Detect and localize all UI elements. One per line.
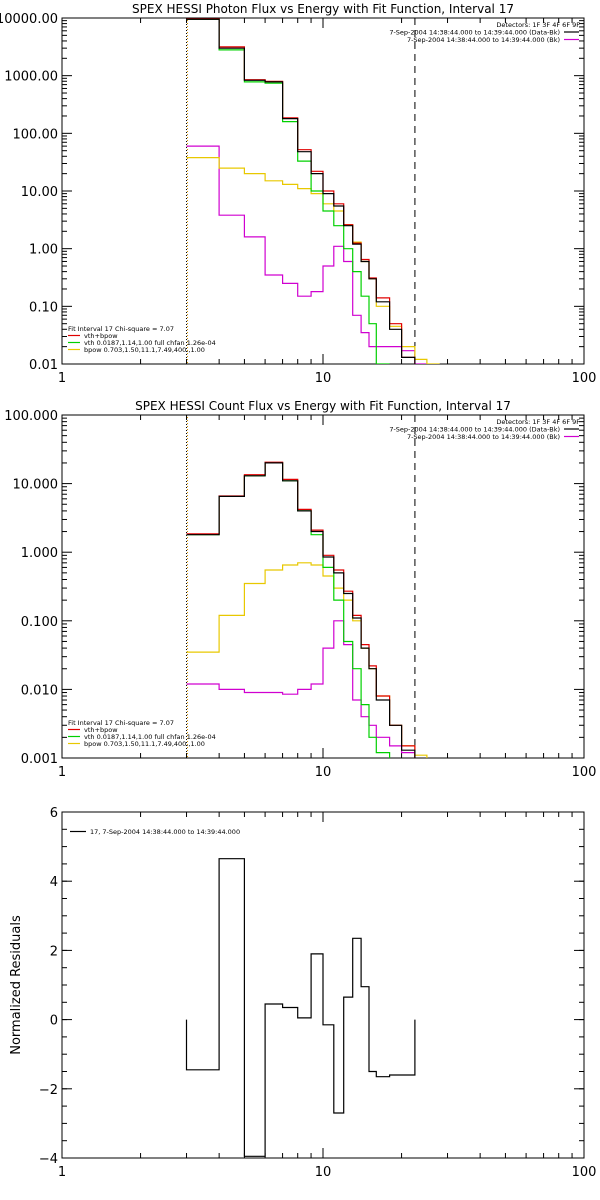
y-tick-label: 2	[50, 944, 58, 959]
x-tick-label: 100	[572, 765, 597, 780]
y-tick-label: −2	[39, 1083, 58, 1098]
header-line: 7-Sep-2004 14:38:44.000 to 14:39:44.000 …	[407, 36, 560, 44]
header-line: 7-Sep-2004 14:38:44.000 to 14:39:44.000 …	[407, 433, 560, 441]
y-tick-label: 1.00	[29, 243, 58, 258]
x-tick-label: 10	[315, 765, 332, 780]
legend-entry: Fit Interval 17 Chi-square = 7.07	[68, 719, 174, 727]
y-tick-label: 0.100	[21, 615, 58, 630]
y-tick-label: 0	[50, 1014, 58, 1029]
legend-entry: vth+bpow	[84, 726, 118, 734]
header-line: 7-Sep-2004 14:38:44.000 to 14:39:44.000 …	[389, 426, 560, 434]
x-tick-label: 10	[315, 1165, 332, 1180]
legend-entry: 17, 7-Sep-2004 14:38:44.000 to 14:39:44.…	[90, 828, 240, 836]
series-vth-histogram	[186, 18, 390, 364]
x-tick-label: 10	[315, 371, 332, 386]
header-line: 7-Sep-2004 14:38:44.000 to 14:39:44.000 …	[389, 29, 560, 37]
y-tick-label: 10.000	[13, 478, 59, 493]
y-tick-label: 10000.00	[0, 12, 58, 27]
y-tick-label: 4	[50, 875, 58, 890]
y-tick-label: −4	[39, 1152, 58, 1167]
y-tick-label: 100.00	[13, 127, 59, 142]
series-data-histogram	[186, 462, 416, 758]
series-data-histogram	[186, 18, 416, 364]
legend-entry: vth 0.0187,1.14,1.00 full chfan 1.26e-04	[84, 339, 216, 347]
y-tick-label: 0.01	[29, 358, 58, 373]
x-tick-label: 1	[58, 765, 66, 780]
header-line: Detectors: 1F 3F 4F 6F 9F	[496, 418, 580, 426]
y-tick-label: 1.000	[21, 546, 58, 561]
y-tick-label: 0.001	[21, 752, 58, 767]
y-tick-label: 100.000	[4, 409, 58, 424]
series-vth-histogram	[186, 462, 391, 758]
series-total-histogram	[186, 461, 416, 758]
x-tick-label: 100	[572, 1165, 597, 1180]
y-tick-label: 0.010	[21, 683, 58, 698]
legend-entry: vth 0.0187,1.14,1.00 full chfan 1.26e-04	[84, 733, 216, 741]
legend-entry: bpow 0.703,1.50,11.1,7.49,400.,1.00	[84, 346, 205, 354]
panel-1: SPEX HESSI Photon Flux vs Energy with Fi…	[0, 2, 596, 386]
series-bk-histogram	[186, 145, 427, 364]
plot-frame	[61, 414, 585, 759]
x-tick-label: 1	[58, 371, 66, 386]
x-tick-label: 1	[58, 1165, 66, 1180]
chart-title: SPEX HESSI Count Flux vs Energy with Fit…	[135, 399, 511, 413]
panel-3: 1 10 100 6 4 2 0 −2 −4 Normalized Residuals 17, 7-…	[9, 806, 596, 1180]
panel-2: SPEX HESSI Count Flux vs Energy with Fit…	[4, 399, 596, 780]
series-data-histogram	[185, 858, 416, 1157]
y-tick-label: 0.10	[29, 300, 58, 315]
header-line: Detectors: 1F 3F 4F 6F 9F	[496, 21, 580, 29]
y-tick-label: 6	[50, 806, 58, 821]
x-tick-label: 100	[572, 371, 597, 386]
series-total-histogram	[186, 18, 416, 364]
legend-entry: bpow 0.703,1.50,11.1,7.49,400.,1.00	[84, 740, 205, 748]
legend-entry: vth+bpow	[84, 332, 118, 340]
series-bk-histogram	[186, 620, 416, 758]
chart-title: SPEX HESSI Photon Flux vs Energy with Fi…	[132, 2, 514, 16]
y-tick-label: 1000.00	[4, 70, 58, 85]
y-tick-label: 10.00	[21, 185, 58, 200]
y-axis-label: Normalized Residuals	[9, 915, 24, 1055]
legend-entry: Fit Interval 17 Chi-square = 7.07	[68, 325, 174, 333]
series-bpow-histogram	[186, 562, 428, 758]
